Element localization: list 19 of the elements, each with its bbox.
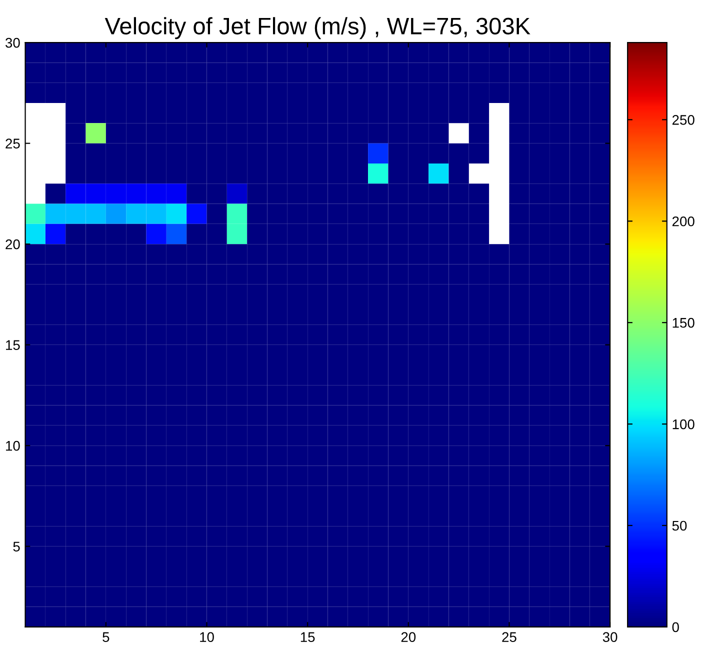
color-bar-label: 200 bbox=[672, 216, 694, 226]
y-tick-label: 15 bbox=[6, 340, 20, 350]
chart-title: Velocity of Jet Flow (m/s) , WL=75, 303K bbox=[104, 17, 530, 40]
color-bar-label: 100 bbox=[672, 419, 694, 430]
y-tick-label: 30 bbox=[5, 38, 20, 48]
x-tick-label: 15 bbox=[300, 632, 315, 642]
y-tick-label: 10 bbox=[6, 440, 20, 451]
color-bar-label: 50 bbox=[672, 520, 687, 531]
y-tick-label: 25 bbox=[6, 138, 20, 148]
x-tick-label: 5 bbox=[102, 632, 110, 642]
x-tick-label: 25 bbox=[502, 632, 516, 642]
color-bar-label: 0 bbox=[672, 622, 679, 632]
x-tick-label: 20 bbox=[401, 632, 416, 642]
x-tick-label: 10 bbox=[200, 632, 214, 642]
y-tick-label: 5 bbox=[13, 542, 20, 552]
x-tick-label: 30 bbox=[602, 632, 618, 642]
color-bar-label: 250 bbox=[672, 115, 694, 125]
color-bar-label: 150 bbox=[672, 318, 694, 328]
y-tick-label: 20 bbox=[6, 239, 20, 250]
